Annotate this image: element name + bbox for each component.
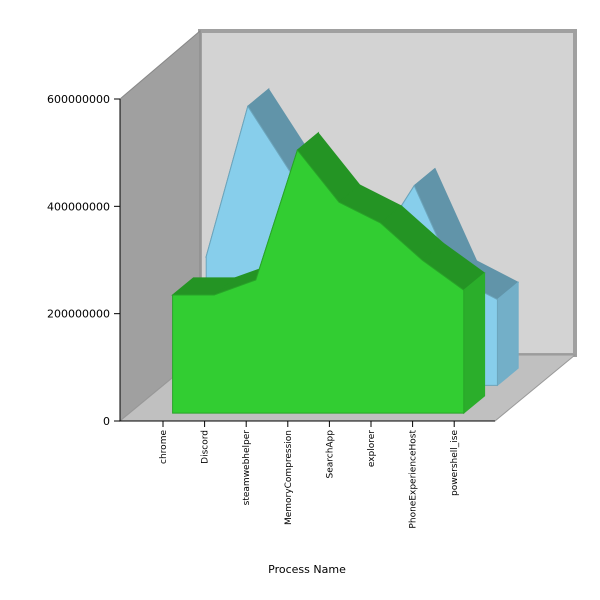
y-tick-label: 600000000 — [47, 93, 110, 106]
x-tick-label: Discord — [201, 430, 211, 464]
x-tick-label: powershell_ise — [450, 430, 460, 496]
x-tick-label: steamwebhelper — [242, 430, 252, 506]
x-tick-label: explorer — [367, 430, 377, 467]
y-tick-label: 200000000 — [47, 308, 110, 321]
y-tick-label: 0 — [103, 415, 110, 428]
area — [172, 149, 465, 414]
x-tick-label: chrome — [159, 430, 169, 464]
area-side-face — [496, 281, 519, 387]
x-tick-label: MemoryCompression — [284, 430, 294, 525]
x-tick-label: PhoneExperienceHost — [409, 430, 419, 529]
x-axis-title: Process Name — [268, 563, 346, 576]
x-tick-label: SearchApp — [325, 430, 335, 479]
y-tick-label: 400000000 — [47, 200, 110, 213]
area-side-face — [463, 271, 486, 415]
